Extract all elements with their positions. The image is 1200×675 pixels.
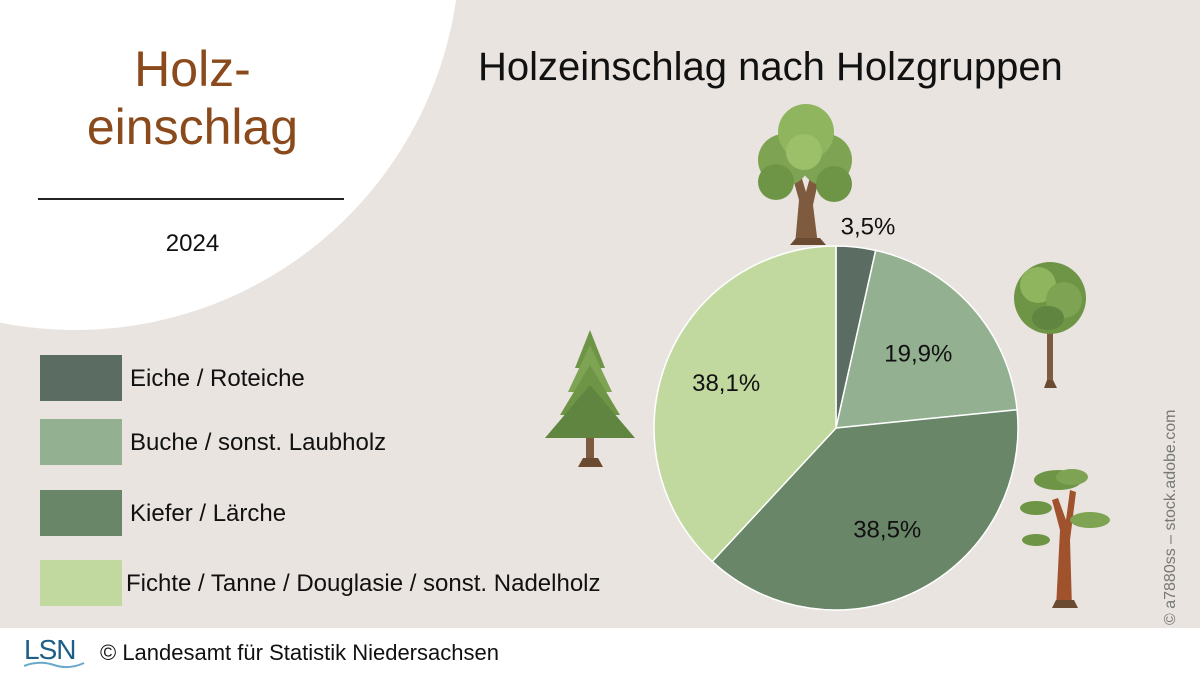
pie-slice-fichte (653, 245, 837, 563)
pine-tree-icon (1020, 469, 1110, 608)
pie-slice-kiefer (711, 408, 1019, 611)
pie-slices (653, 245, 1019, 611)
logo-text: LSN (24, 634, 76, 665)
pie-labels: 3,5% 19,9% 38,5% 38,1% (692, 213, 952, 543)
divider (38, 198, 344, 200)
legend-label: Buche / sonst. Laubholz (130, 429, 387, 456)
pie-chart: 3,5% 19,9% 38,5% 38,1% (545, 104, 1110, 611)
legend-label: Kiefer / Lärche (130, 500, 287, 527)
headline-line-1: Holz- (134, 41, 251, 97)
data-label: 38,5% (853, 516, 921, 543)
headline-line-2: einschlag (86, 99, 299, 155)
copyright: © Landesamt für Statistik Niedersachsen (100, 640, 499, 665)
chart-title: Holzeinschlag nach Holzgruppen (478, 45, 1063, 89)
image-credit: © a7880ss – stock.adobe.com (1162, 409, 1179, 625)
background-panel (0, 0, 1200, 628)
headline: Holz- einschlag (0, 40, 385, 156)
pie-slice-buche (835, 249, 1018, 429)
data-label: 19,9% (884, 340, 952, 367)
legend-swatch (40, 490, 122, 536)
footer: LSN © Landesamt für Statistik Niedersach… (0, 628, 1200, 675)
data-label: 3,5% (841, 213, 896, 240)
legend-label: Fichte / Tanne / Douglasie / sonst. Nade… (126, 570, 601, 597)
wave-icon (24, 661, 85, 669)
year-label: 2024 (165, 230, 220, 257)
fir-tree-icon (545, 330, 635, 467)
legend-swatch (40, 560, 122, 606)
oak-tree-icon (758, 104, 852, 245)
deciduous-tree-icon (1014, 262, 1086, 388)
legend-swatch (40, 355, 122, 401)
legend-label: Eiche / Roteiche (130, 365, 305, 392)
lsn-logo: LSN (24, 634, 94, 670)
legend-swatch (40, 419, 122, 465)
data-label: 38,1% (692, 370, 760, 397)
